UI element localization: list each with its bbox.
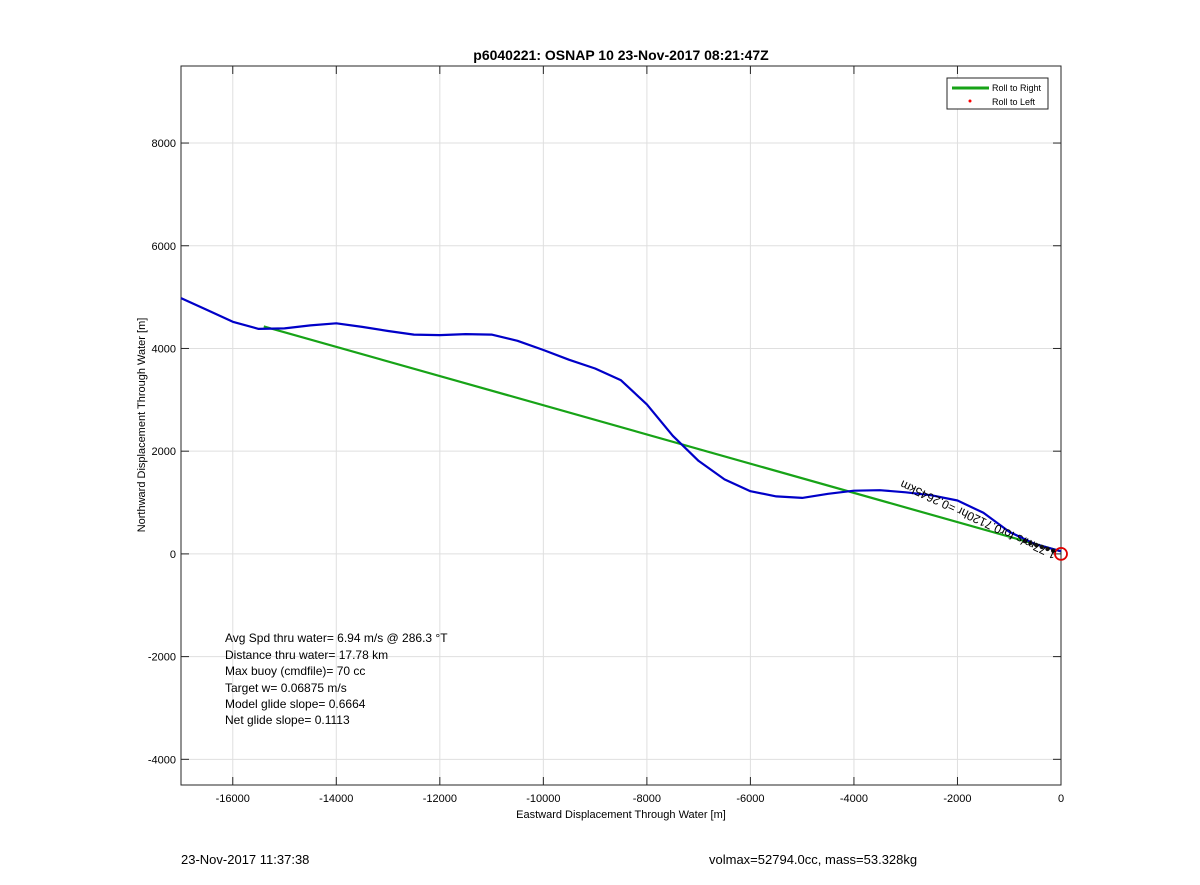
stat-model-glide: Model glide slope= 0.6664 — [225, 697, 366, 711]
track-end-point — [1022, 538, 1027, 544]
y-tick-label: 0 — [170, 549, 176, 561]
legend-label-roll-right: Roll to Right — [992, 83, 1042, 93]
track-end-point — [1051, 548, 1056, 553]
trajectory-line — [180, 297, 1062, 553]
roll-right-line — [263, 325, 1062, 553]
track-end-point — [1028, 540, 1033, 546]
legend: Roll to Right Roll to Left — [946, 77, 1049, 110]
stat-max-buoy: Max buoy (cmdfile)= 70 cc — [225, 664, 365, 678]
stat-target-w: Target w= 0.06875 m/s — [225, 681, 347, 695]
track-end-point — [1039, 544, 1045, 550]
stat-avg-speed: Avg Spd thru water= 6.94 m/s @ 286.3 °T — [225, 631, 448, 645]
y-tick-label: -4000 — [148, 754, 176, 766]
y-tick-label: -2000 — [148, 652, 176, 664]
grid-lines — [181, 66, 1062, 785]
y-tick-label: 2000 — [152, 446, 176, 458]
legend-label-roll-left: Roll to Left — [992, 97, 1036, 107]
x-tick-label: -16000 — [216, 793, 250, 805]
x-tick-label: -10000 — [526, 793, 560, 805]
x-tick-label: -2000 — [943, 793, 971, 805]
x-tick-label: -4000 — [840, 793, 868, 805]
track-end-point — [1034, 542, 1039, 548]
series-lines — [180, 297, 1062, 553]
x-tick-label: -14000 — [319, 793, 353, 805]
rotated-speed-label: 1.77m/s for0.7120hr =0.2645km — [898, 477, 1058, 562]
axis-ticks: -16000 -14000 -12000 -10000 -8000 -6000 -4000 -… — [148, 66, 1064, 805]
y-tick-label: 4000 — [152, 343, 176, 355]
footer-mass-info: volmax=52794.0cc, mass=53.328kg — [709, 852, 918, 867]
x-axis-label: Eastward Displacement Through Water [m] — [516, 809, 726, 821]
chart-title: p6040221: OSNAP 10 23-Nov-2017 08:21:47Z — [473, 47, 769, 63]
plot-area-frame — [180, 65, 1062, 786]
x-tick-label: -8000 — [633, 793, 661, 805]
legend-box — [946, 77, 1049, 110]
x-tick-label: -6000 — [736, 793, 764, 805]
x-tick-label: 0 — [1058, 793, 1064, 805]
stat-net-glide: Net glide slope= 0.1113 — [225, 713, 350, 727]
stat-distance: Distance thru water= 17.78 km — [225, 648, 388, 662]
y-tick-label: 6000 — [152, 241, 176, 253]
y-tick-label: 8000 — [152, 138, 176, 150]
track-end-point — [1045, 546, 1050, 552]
stats-block: Avg Spd thru water= 6.94 m/s @ 286.3 °T … — [225, 631, 448, 727]
y-axis-label: Northward Displacement Through Water [m] — [136, 318, 148, 533]
end-marker — [1054, 546, 1068, 561]
legend-dot-roll-left — [968, 99, 972, 103]
end-circle — [1054, 546, 1068, 561]
x-tick-label: -12000 — [423, 793, 457, 805]
footer-timestamp: 23-Nov-2017 11:37:38 — [181, 852, 310, 867]
